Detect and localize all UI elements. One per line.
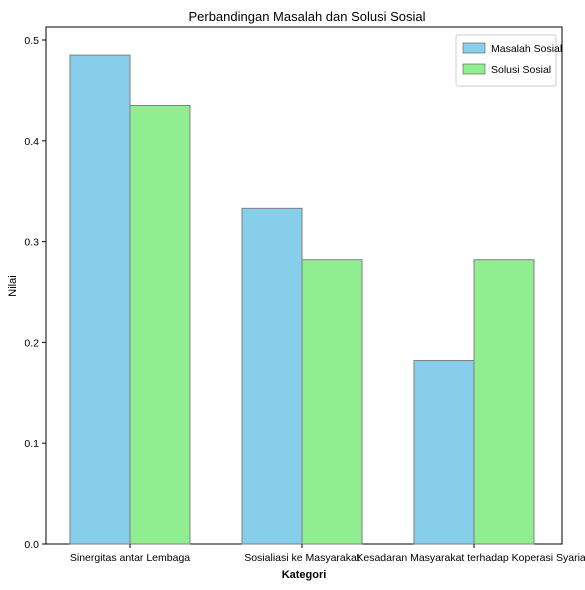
bar-solusi-0 — [129, 105, 191, 545]
legend-swatch-masalah — [462, 42, 486, 54]
chart-title: Perbandingan Masalah dan Solusi Sosial — [188, 9, 425, 24]
bar-solusi-2 — [473, 259, 535, 545]
x-tick-label: Kesadaran Masyarakat terhadap Koperasi S… — [356, 552, 585, 564]
y-tick-label: 0.0 — [24, 539, 39, 551]
bar-masalah-2 — [413, 360, 475, 545]
y-tick-label: 0.1 — [24, 438, 39, 450]
legend-swatch-solusi — [462, 63, 486, 75]
y-axis-label: Nilai — [7, 275, 19, 296]
x-axis: Sinergitas antar Lembaga Sosialiasi ke Ma… — [70, 544, 585, 564]
y-tick-label: 0.4 — [24, 136, 39, 148]
x-axis-label: Kategori — [282, 569, 327, 581]
y-axis: 0.0 0.1 0.2 0.3 0.4 0.5 — [24, 35, 46, 551]
x-tick-label: Sinergitas antar Lembaga — [70, 552, 190, 564]
bar-masalah-1 — [241, 207, 303, 545]
bars-group — [69, 54, 535, 545]
y-tick-label: 0.3 — [24, 237, 39, 249]
bar-masalah-0 — [69, 54, 131, 545]
legend-label-solusi: Solusi Sosial — [491, 64, 551, 76]
bar-solusi-1 — [301, 259, 363, 545]
x-tick-label: Sosialiasi ke Masyarakat — [244, 552, 360, 564]
legend: Masalah Sosial Solusi Sosial — [455, 34, 562, 87]
y-tick-label: 0.5 — [24, 35, 39, 47]
legend-label-masalah: Masalah Sosial — [491, 43, 562, 55]
y-tick-label: 0.2 — [24, 337, 39, 349]
